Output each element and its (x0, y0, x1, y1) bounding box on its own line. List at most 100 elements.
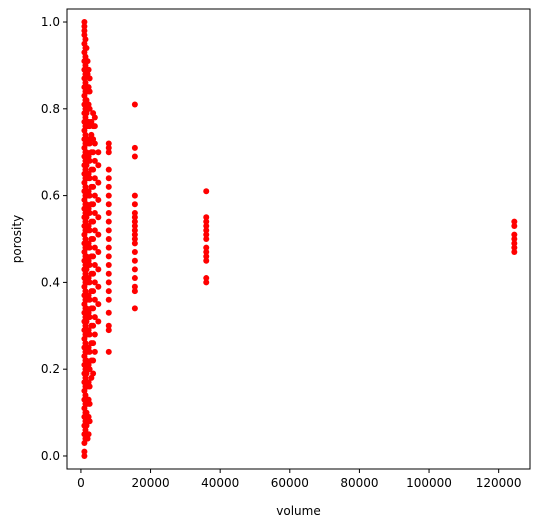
data-point (91, 227, 98, 234)
x-tick-label: 0 (77, 476, 85, 490)
data-point (105, 140, 112, 147)
data-point (203, 249, 210, 256)
data-point (203, 279, 210, 286)
data-point (131, 249, 138, 256)
data-point (131, 240, 138, 247)
data-point (105, 288, 112, 295)
data-point (105, 236, 112, 242)
data-point (511, 218, 518, 225)
y-axis-label: porosity (10, 215, 24, 263)
data-point (90, 288, 97, 295)
data-point (81, 19, 88, 26)
data-point (85, 66, 92, 73)
data-point (90, 166, 97, 173)
data-point (91, 114, 98, 121)
data-point (105, 270, 112, 277)
data-point (95, 179, 102, 186)
data-point (203, 222, 210, 229)
data-point (90, 370, 97, 377)
data-point (86, 227, 93, 234)
data-point (95, 301, 102, 308)
data-point (131, 275, 138, 282)
data-point (81, 23, 88, 30)
data-point (131, 214, 138, 221)
x-tick-label: 20000 (131, 476, 169, 490)
data-point (86, 209, 93, 216)
data-point (86, 296, 93, 303)
data-point (131, 192, 138, 199)
data-point (105, 209, 112, 216)
data-point (511, 231, 518, 238)
data-point (203, 227, 210, 234)
data-point (81, 27, 88, 34)
data-point (131, 227, 138, 234)
data-point (203, 244, 210, 251)
data-point (86, 262, 93, 269)
data-point (95, 266, 102, 273)
data-point (95, 196, 102, 203)
data-point (131, 153, 138, 160)
data-point (91, 279, 98, 286)
data-point (105, 166, 112, 173)
y-tick-label: 0.8 (41, 102, 60, 116)
data-point (105, 201, 112, 208)
data-point (131, 201, 138, 208)
data-point (90, 218, 97, 225)
y-tick-label: 0.2 (41, 362, 60, 376)
data-point (91, 244, 98, 251)
data-point (95, 231, 102, 238)
data-point (86, 244, 93, 251)
data-point (81, 448, 88, 455)
data-point (131, 283, 138, 290)
data-point (91, 348, 98, 355)
data-point (90, 253, 97, 260)
data-point (511, 236, 518, 242)
data-point (90, 322, 97, 329)
data-point (86, 366, 93, 373)
x-tick-label: 80000 (340, 476, 378, 490)
data-point (105, 279, 112, 286)
data-point (81, 452, 88, 459)
data-point (203, 257, 210, 264)
data-point (203, 236, 210, 242)
data-point (90, 183, 97, 190)
data-point (95, 249, 102, 256)
data-point (105, 244, 112, 251)
data-point (105, 348, 112, 355)
data-point (105, 309, 112, 316)
data-point (131, 101, 138, 108)
data-point (86, 175, 93, 182)
y-tick-label: 0.6 (41, 189, 60, 203)
data-point (86, 314, 93, 321)
data-point (85, 431, 92, 438)
data-points (81, 19, 518, 459)
data-point (86, 383, 93, 390)
data-point (90, 340, 97, 347)
data-point (95, 214, 102, 221)
data-point (90, 149, 97, 156)
data-point (90, 270, 97, 277)
data-point (91, 314, 98, 321)
data-point (131, 218, 138, 225)
data-point (131, 222, 138, 229)
x-axis-ticks: 0 20000 40000 60000 80000 100000 120000 (77, 469, 522, 490)
data-point (105, 322, 112, 329)
data-point (105, 327, 112, 334)
data-point (86, 348, 93, 355)
data-point (82, 36, 89, 43)
data-point (511, 244, 518, 251)
data-point (90, 236, 97, 242)
data-point (131, 144, 138, 151)
data-point (203, 253, 210, 260)
data-point (105, 253, 112, 260)
data-point (91, 209, 98, 216)
data-point (86, 75, 93, 82)
data-point (95, 162, 102, 169)
data-point (105, 183, 112, 190)
data-point (105, 296, 112, 303)
data-point (91, 192, 98, 199)
data-point (105, 192, 112, 199)
data-point (91, 123, 98, 130)
data-point (86, 88, 93, 95)
x-tick-label: 60000 (271, 476, 309, 490)
